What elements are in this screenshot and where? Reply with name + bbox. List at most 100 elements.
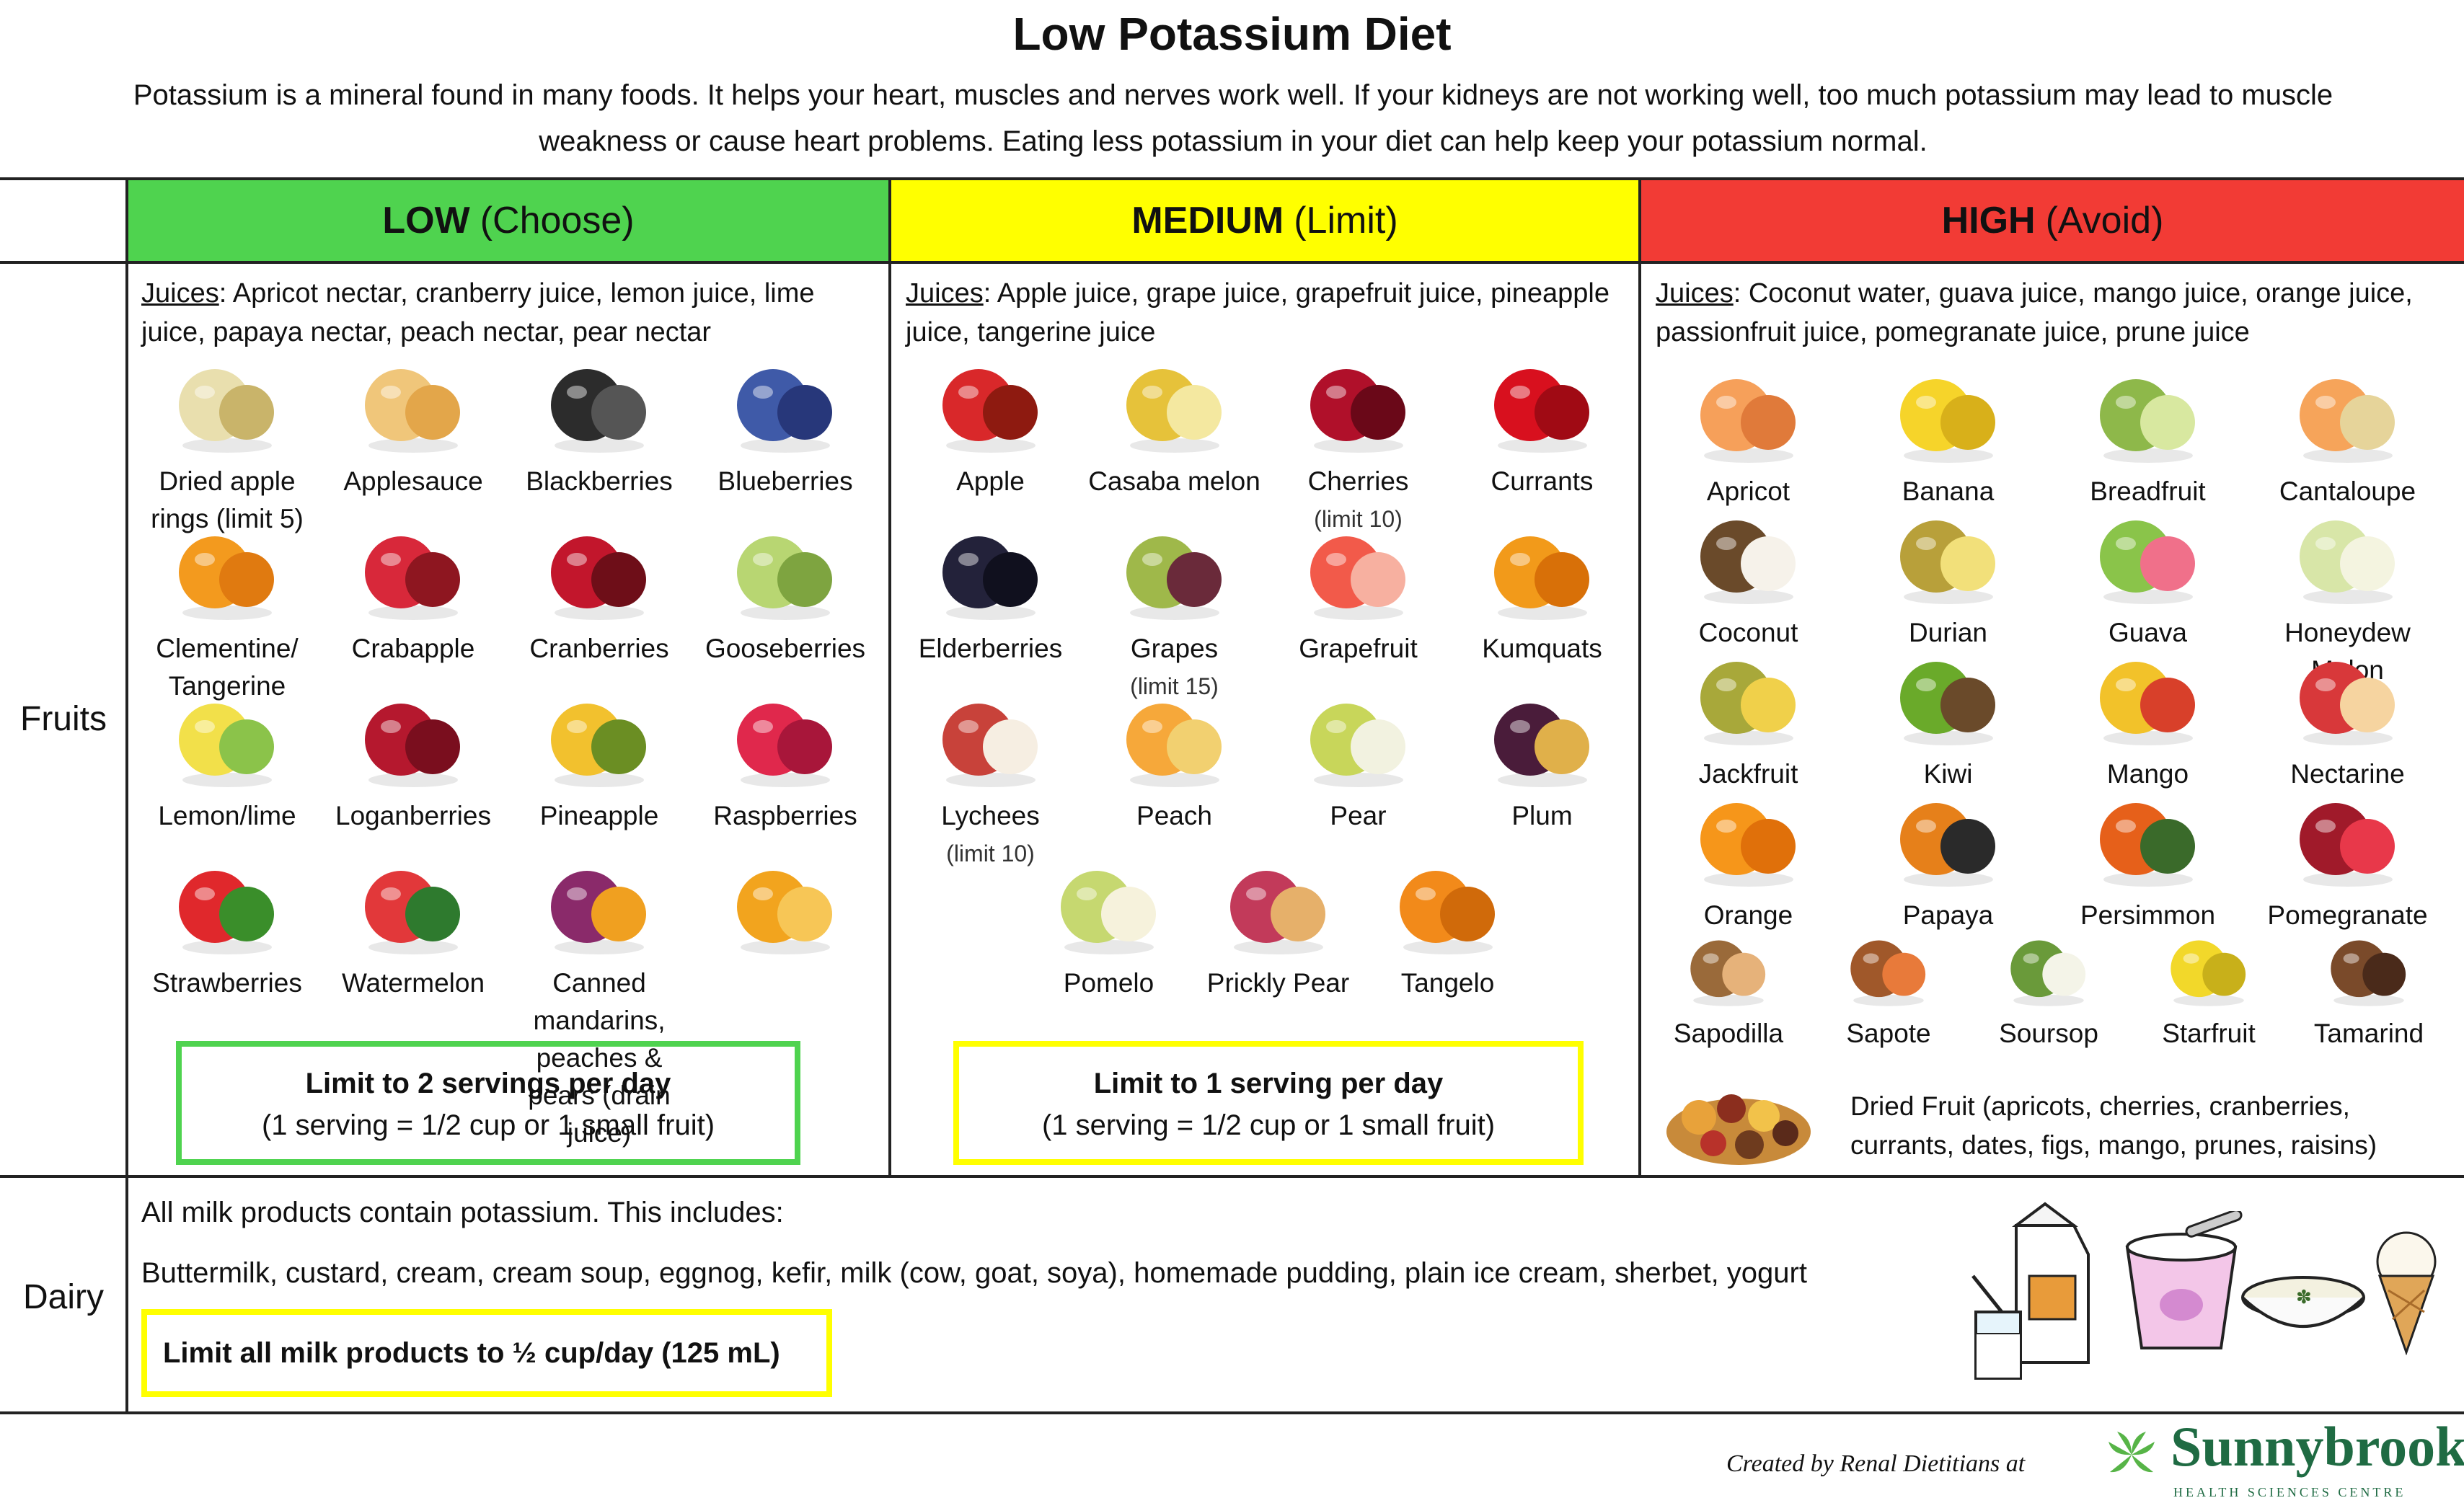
medium-food-label: Cherries <box>1307 466 1409 496</box>
medium-food-label: Casaba melon <box>1088 466 1260 496</box>
low-food-label: Pineapple <box>539 801 659 830</box>
canned-fruit-icon-graphic <box>551 871 646 954</box>
low-food-label: Canned mandarins, peaches & pears (drain… <box>528 968 671 1148</box>
pineapple-icon-graphic <box>551 704 646 787</box>
high-food-label: Breadfruit <box>2090 476 2206 506</box>
prickly-pear-icon-graphic <box>1229 871 1325 954</box>
sapodilla-icon <box>1667 926 1790 1011</box>
apple-icon-graphic <box>942 369 1038 453</box>
high-food-label: Sapote <box>1846 1019 1931 1048</box>
blackberries-icon-graphic <box>551 369 646 453</box>
sapote-icon <box>1827 926 1950 1011</box>
low-food-label: Lemon/lime <box>158 801 296 830</box>
table-top-border <box>0 177 2464 180</box>
credit-text: Created by Renal Dietitians at <box>1726 1450 2026 1477</box>
intro-text: Potassium is a mineral found in many foo… <box>133 79 2333 157</box>
high-food-label: Persimmon <box>2080 900 2216 930</box>
crabapple-icon-graphic <box>365 536 460 620</box>
coconut-icon-graphic <box>1700 520 1796 604</box>
high-juices: Juices: Coconut water, guava juice, mang… <box>1656 274 2449 352</box>
casaba-melon-icon <box>1113 350 1236 458</box>
svg-text:✽: ✽ <box>2296 1287 2312 1308</box>
orange-icon <box>1687 784 1810 892</box>
tangelo-icon <box>1387 852 1509 960</box>
tamarind-icon <box>2308 926 2430 1011</box>
medium-food-item: Cherries (limit 10) <box>1266 350 1450 538</box>
watermelon-icon <box>352 852 474 960</box>
low-food-label: Watermelon <box>341 968 485 998</box>
low-food-label: Blackberries <box>526 466 673 496</box>
medium-food-item: Grapefruit <box>1266 518 1450 668</box>
high-food-item: Sapote <box>1809 926 1969 1052</box>
nectarine-icon <box>2287 643 2409 751</box>
fruit-cup-icon-graphic <box>737 871 832 954</box>
soursop-icon <box>1987 926 2110 1011</box>
high-food-item: Banana <box>1848 360 2048 510</box>
high-food-item: Breadfruit <box>2048 360 2248 510</box>
mango-icon-graphic <box>2099 662 2195 745</box>
sapodilla-icon-graphic <box>1690 940 1766 1006</box>
high-food-label: Papaya <box>1902 900 1994 930</box>
starfruit-icon-graphic <box>2171 940 2246 1006</box>
dairy-bottom-border <box>0 1411 2464 1414</box>
canned-fruit-icon <box>538 852 661 960</box>
header-low: LOW (Choose) <box>128 180 888 261</box>
dried-apple-rings-icon <box>166 350 288 458</box>
header-low-label: LOW <box>382 200 470 241</box>
breadfruit-icon-graphic <box>2099 379 2195 463</box>
high-food-label: Apricot <box>1706 476 1790 506</box>
banana-icon-graphic <box>1899 379 1995 463</box>
medium-food-label: Pomelo <box>1063 968 1154 998</box>
medium-food-item: Peach <box>1082 685 1266 835</box>
peach-icon-graphic <box>1126 704 1222 787</box>
cantaloupe-icon <box>2287 360 2409 469</box>
pear-icon-graphic <box>1310 704 1405 787</box>
medium-food-label: Prickly Pear <box>1206 968 1350 998</box>
medium-food-label: Plum <box>1511 801 1573 830</box>
grapes-icon <box>1113 518 1236 626</box>
low-food-label: Raspberries <box>713 801 857 830</box>
low-limit-sub: (1 serving = 1/2 cup or 1 small fruit) <box>261 1109 715 1141</box>
medium-food-note: (limit 10) <box>1314 506 1403 532</box>
high-food-item: Coconut <box>1648 502 1848 652</box>
kumquats-icon <box>1481 518 1604 626</box>
high-food-label: Orange <box>1703 900 1793 930</box>
milk-carton-icon <box>1966 1197 2103 1384</box>
high-food-item: Starfruit <box>2129 926 2289 1052</box>
lemon-lime-icon <box>166 685 288 793</box>
high-food-item: Tamarind <box>2289 926 2449 1052</box>
medium-food-label: Grapes <box>1130 634 1219 663</box>
low-juices: Juices: Apricot nectar, cranberry juice,… <box>141 274 877 352</box>
kiwi-icon-graphic <box>1899 662 1995 745</box>
currants-icon-graphic <box>1493 369 1589 453</box>
coconut-icon <box>1687 502 1810 610</box>
grapefruit-icon <box>1297 518 1420 626</box>
ice-cream-cone-icon <box>2367 1225 2446 1356</box>
high-food-item: Orange <box>1648 784 1848 934</box>
brand-subtitle: HEALTH SCIENCES CENTRE <box>2173 1485 2406 1499</box>
low-food-label: Dried apple rings (limit 5) <box>151 466 304 533</box>
high-food-item: Durian <box>1848 502 2048 652</box>
high-food-label: Guava <box>2108 618 2187 647</box>
medium-juices-label: Juices <box>906 278 984 309</box>
dairy-list: Buttermilk, custard, cream, cream soup, … <box>141 1257 1807 1289</box>
header-medium: MEDIUM (Limit) <box>891 180 1638 261</box>
gooseberries-icon-graphic <box>737 536 832 620</box>
high-juices-text: : Coconut water, guava juice, mango juic… <box>1656 278 2413 347</box>
breadfruit-icon <box>2087 360 2209 469</box>
papaya-icon-graphic <box>1899 803 1995 887</box>
elderberries-icon-graphic <box>942 536 1038 620</box>
page-title: Low Potassium Diet <box>1012 8 1452 60</box>
lychees-icon <box>929 685 1052 793</box>
loganberries-icon-graphic <box>365 704 460 787</box>
header-high-label: HIGH <box>1941 200 2036 241</box>
high-food-item: Papaya <box>1848 784 2048 934</box>
low-food-item: Blackberries <box>506 350 692 500</box>
low-food-label: Strawberries <box>152 968 302 998</box>
low-limit-title: Limit to 2 servings per day <box>305 1068 671 1099</box>
header-medium-sub: (Limit) <box>1294 200 1398 241</box>
jackfruit-icon-graphic <box>1700 662 1796 745</box>
medium-food-item: Plum <box>1450 685 1634 835</box>
papaya-icon <box>1887 784 2010 892</box>
high-juices-label: Juices <box>1656 278 1734 309</box>
